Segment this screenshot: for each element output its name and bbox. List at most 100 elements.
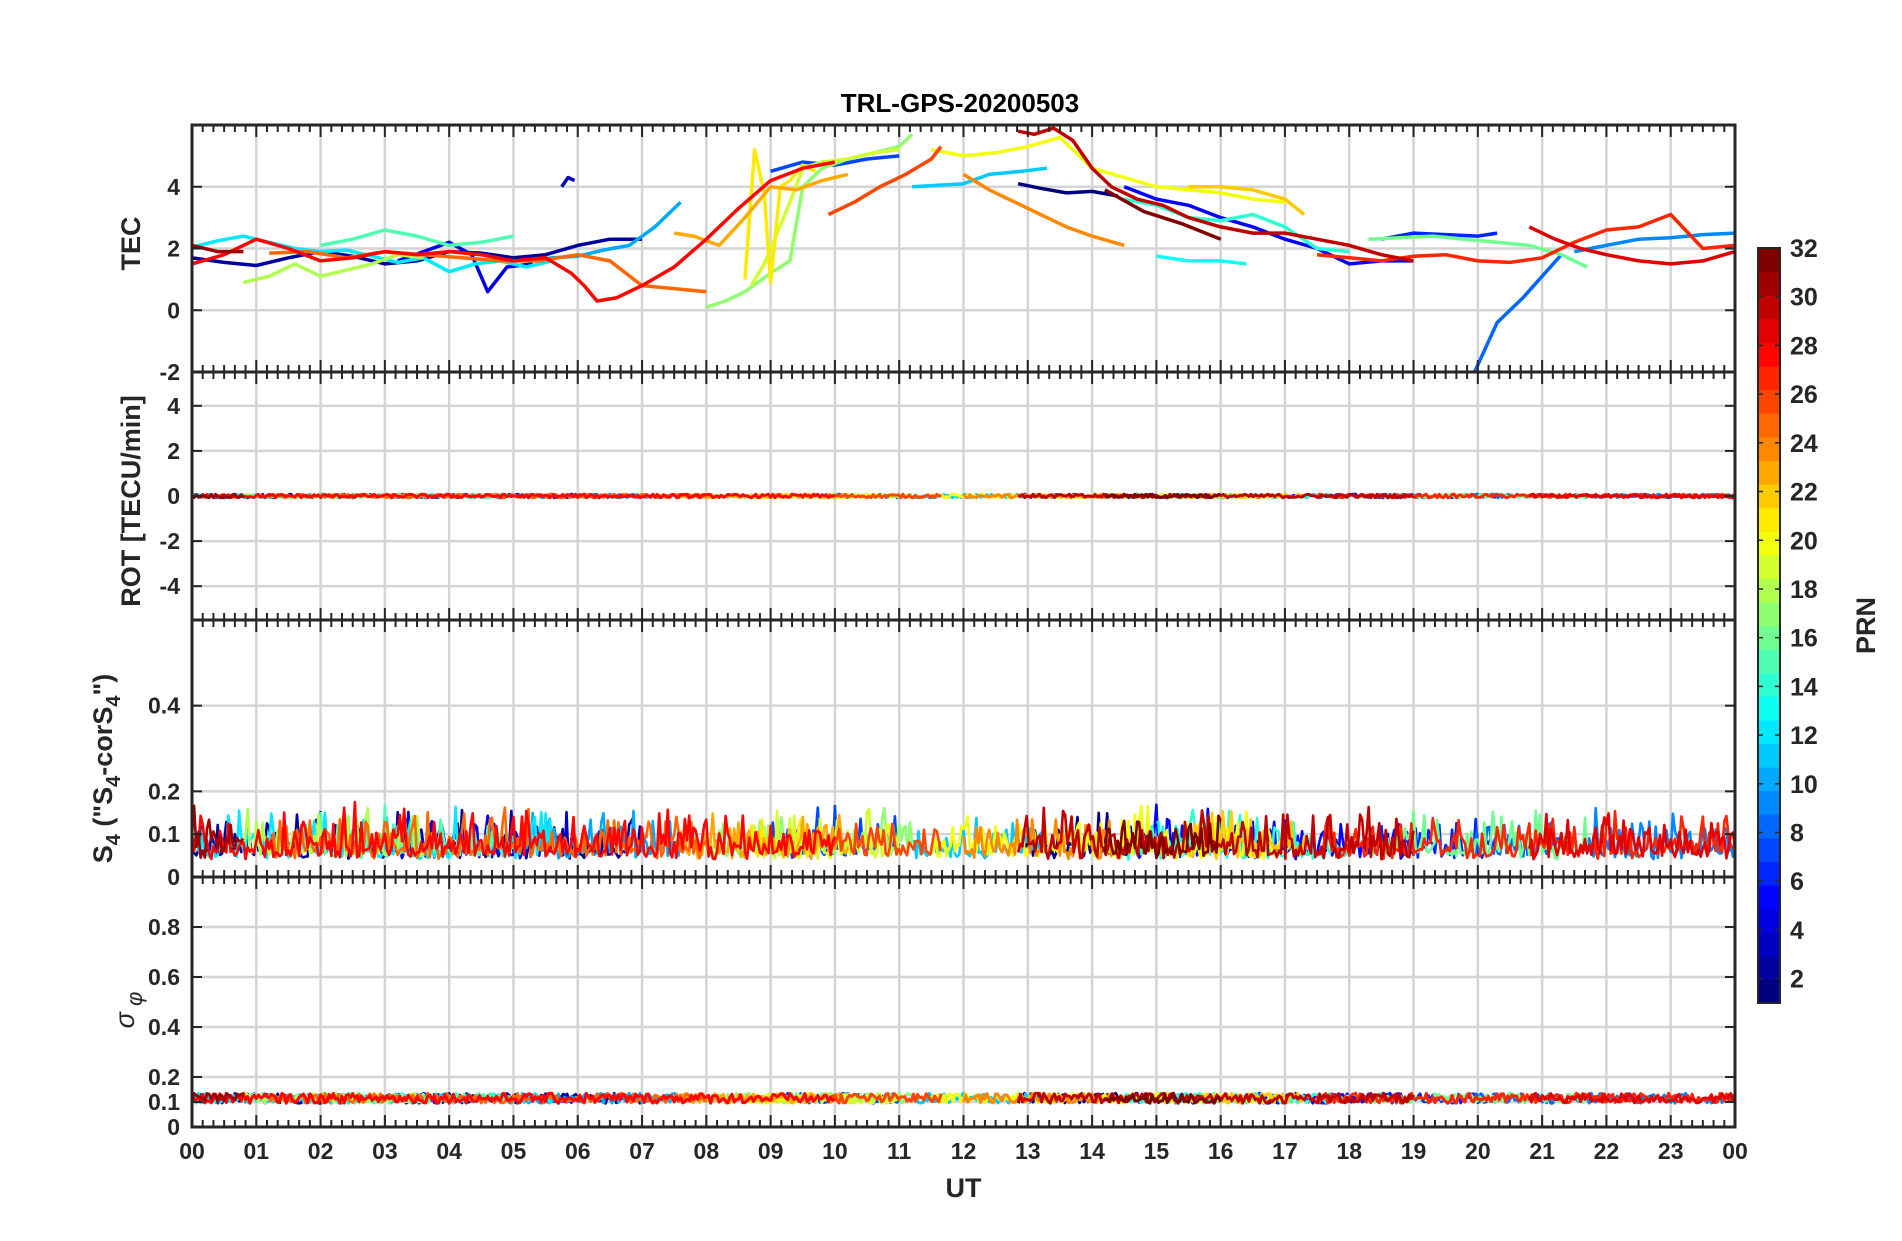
tec-line-prn-16	[1368, 234, 1588, 269]
tec-line-prn-13	[1156, 254, 1247, 266]
colorbar-swatch	[1758, 790, 1780, 815]
ytick-label: 0.4	[148, 1014, 180, 1040]
colorbar-swatch	[1758, 248, 1780, 273]
ytick-label: -2	[160, 359, 180, 385]
xtick-label: 22	[1594, 1138, 1620, 1164]
ylabel-sigma-phi: σφ	[110, 992, 147, 1029]
xtick-label: 09	[758, 1138, 784, 1164]
ylabel-subscript: 4	[103, 695, 125, 707]
tec-line-prn-23	[673, 172, 849, 248]
xtick-label: 17	[1272, 1138, 1298, 1164]
xtick-label: 14	[1079, 1138, 1105, 1164]
tec-line-prn-1	[1017, 181, 1119, 198]
xtick-label: 02	[308, 1138, 334, 1164]
s4-trace-prn-7	[769, 804, 901, 860]
tec-line-prn-2	[192, 237, 642, 268]
sigma_phi-trace-prn-31	[192, 1091, 245, 1104]
ytick-label: -4	[160, 573, 181, 599]
colorbar-tick-label: 10	[1790, 771, 1818, 799]
colorbar-swatch	[1758, 861, 1780, 886]
tec-line-prn-31	[192, 243, 244, 254]
colorbar-tick-label: 4	[1790, 917, 1804, 945]
tec-line-prn-26	[827, 145, 943, 217]
ylabel-part: ")	[88, 674, 118, 696]
colorbar-tick-label: 22	[1790, 479, 1818, 507]
ylabel-part: ("S	[88, 787, 118, 834]
colorbar-swatch	[1758, 578, 1780, 603]
ytick-label: 0	[167, 864, 180, 890]
colorbar-tick-label: 8	[1790, 820, 1804, 848]
colorbar-label: PRN	[1851, 597, 1881, 654]
ytick-label: 0.2	[148, 778, 180, 804]
xtick-label: 18	[1336, 1138, 1362, 1164]
xtick-label: 21	[1529, 1138, 1555, 1164]
tec-line-prn-11	[911, 166, 1048, 189]
colorbar-tick-label: 32	[1790, 235, 1818, 263]
colorbar-swatch	[1758, 719, 1780, 745]
xtick-label: 11	[887, 1138, 912, 1164]
colorbar-swatch	[1758, 271, 1780, 296]
tec-line-prn-20	[931, 135, 1286, 204]
ytick-label: 0	[167, 1114, 180, 1140]
tec-line-prn-18	[242, 252, 424, 285]
ytick-label: 0.1	[148, 1089, 180, 1115]
colorbar-swatch	[1758, 743, 1780, 768]
rot-trace-prn-32	[1104, 492, 1221, 500]
rot-trace-prn-26	[827, 492, 942, 500]
colorbar-swatch	[1758, 554, 1780, 579]
ytick-label: 0.4	[148, 693, 180, 719]
colorbar-swatch	[1758, 979, 1780, 1004]
xtick-label: 00	[1722, 1138, 1748, 1164]
s4-trace-prn-19	[750, 807, 901, 861]
series-group	[192, 1091, 1735, 1105]
ylabel-subscript: 4	[103, 833, 125, 845]
tec-line-prn-29	[1528, 225, 1735, 266]
xtick-label: 01	[243, 1138, 269, 1164]
ytick-label: 4	[167, 393, 180, 419]
tec-line-prn-28	[192, 160, 836, 303]
rot-trace-prn-29	[1528, 492, 1735, 500]
colorbar-swatch	[1758, 814, 1780, 839]
colorbar-swatch	[1758, 507, 1780, 532]
colorbar-tick-label: 6	[1790, 868, 1804, 896]
colorbar-tick-label: 16	[1790, 625, 1818, 653]
rot-trace-prn-28	[192, 492, 836, 500]
xtick-label: 20	[1465, 1138, 1491, 1164]
ytick-label: 2	[167, 438, 180, 464]
xtick-label: 16	[1208, 1138, 1234, 1164]
colorbar-swatch	[1758, 837, 1780, 863]
xtick-label: 06	[565, 1138, 591, 1164]
tec-line-prn-8	[1473, 253, 1563, 372]
ylabel-part: -corS	[88, 707, 118, 776]
tec-line-prn-32	[1104, 188, 1222, 241]
colorbar-swatch	[1758, 767, 1780, 792]
colorbar-swatch	[1758, 436, 1780, 461]
colorbar-swatch	[1758, 295, 1780, 320]
colorbar-tick-label: 26	[1790, 381, 1818, 409]
colorbar-swatch	[1758, 625, 1780, 650]
s4-trace-prn-28	[192, 800, 837, 861]
s4-trace-prn-31	[192, 804, 245, 860]
panel-sigma_phi: 00.10.2 0.4 0.6 0.8 σφ	[110, 875, 1737, 1140]
colorbar-tick-label: 18	[1790, 576, 1818, 604]
colorbar-swatch	[1758, 483, 1780, 509]
ytick-label: -2	[160, 528, 180, 554]
sigma_phi-trace-prn-29	[1527, 1091, 1735, 1105]
series-group	[192, 126, 1735, 372]
s4-trace-prn-29	[1528, 812, 1735, 861]
colorbar-tick-label: 20	[1790, 527, 1818, 555]
sigma_phi-trace-prn-28	[192, 1091, 836, 1105]
ytick-label: 2	[167, 236, 180, 262]
xtick-label: 03	[372, 1138, 398, 1164]
colorbar-swatch	[1758, 672, 1780, 697]
sigma_phi-trace-prn-27	[1315, 1091, 1735, 1105]
xtick-label: 10	[822, 1138, 848, 1164]
colorbar-tick-label: 28	[1790, 332, 1818, 360]
ytick-label: 0	[167, 483, 180, 509]
xtick-label: 07	[629, 1138, 655, 1164]
colorbar-frame	[1757, 247, 1781, 1004]
colorbar-swatch	[1758, 318, 1780, 343]
tec-line-prn-27	[1316, 212, 1735, 265]
tec-line-prn-3	[560, 175, 576, 188]
